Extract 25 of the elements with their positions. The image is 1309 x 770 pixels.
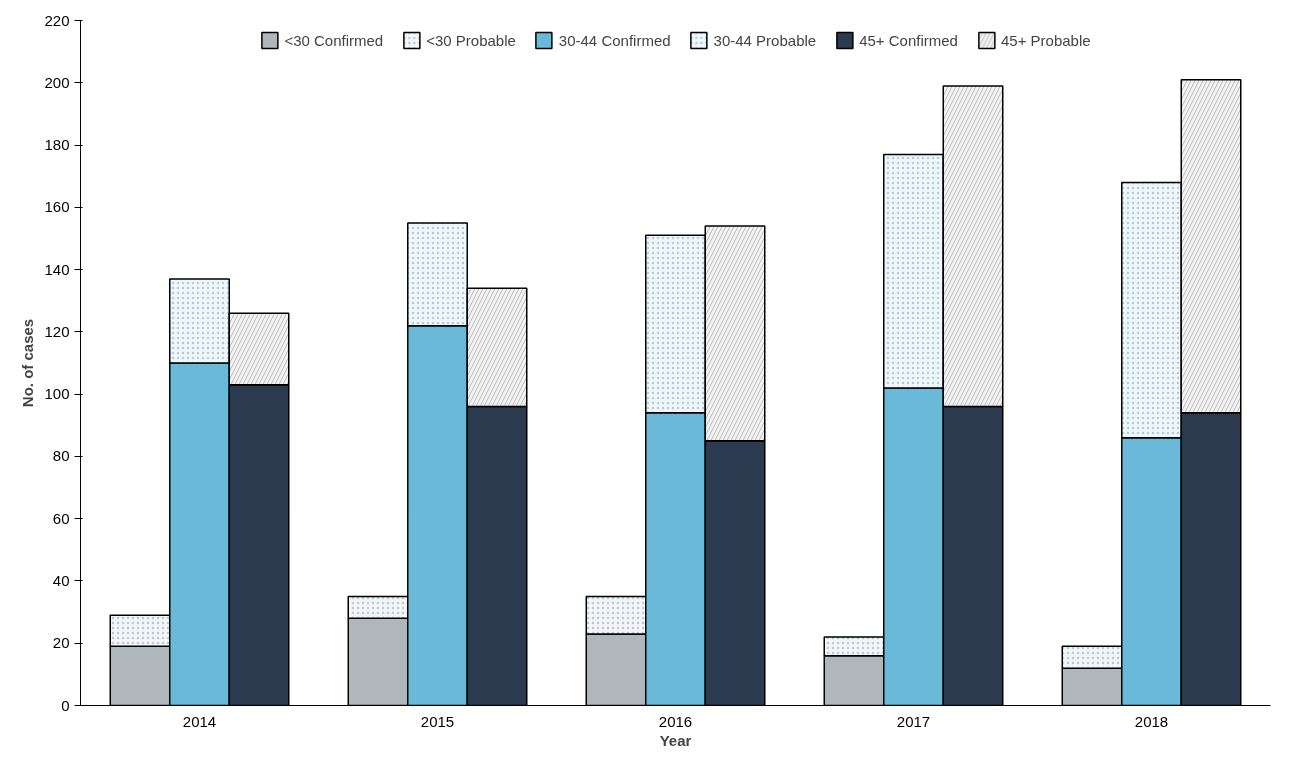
legend-label: <30 Confirmed xyxy=(284,31,384,49)
y-tick-label: 0 xyxy=(61,696,70,714)
x-tick-label: 2018 xyxy=(1134,712,1169,730)
x-tick-label: 2014 xyxy=(182,712,217,730)
y-tick-label: 220 xyxy=(44,11,70,29)
legend-label: 30-44 Confirmed xyxy=(558,31,671,49)
y-axis-title: No. of cases xyxy=(19,318,37,408)
y-tick-label: 60 xyxy=(52,509,70,527)
y-tick-label: 200 xyxy=(44,73,70,91)
legend-label: 45+ Probable xyxy=(1000,31,1091,49)
legend-label: 30-44 Probable xyxy=(713,31,817,49)
y-tick-label: 140 xyxy=(44,260,70,278)
x-tick-label: 2017 xyxy=(896,712,931,730)
y-tick-label: 100 xyxy=(44,385,70,403)
y-tick-label: 180 xyxy=(44,136,70,154)
y-tick-label: 20 xyxy=(52,634,70,652)
y-tick-label: 120 xyxy=(44,322,70,340)
x-tick-label: 2016 xyxy=(658,712,693,730)
y-tick-label: 80 xyxy=(52,447,70,465)
x-axis-title: Year xyxy=(659,731,692,749)
y-tick-label: 40 xyxy=(52,571,70,589)
legend-label: <30 Probable xyxy=(426,31,516,49)
y-tick-label: 160 xyxy=(44,198,70,216)
x-tick-label: 2015 xyxy=(420,712,455,730)
legend-label: 45+ Confirmed xyxy=(859,31,958,49)
